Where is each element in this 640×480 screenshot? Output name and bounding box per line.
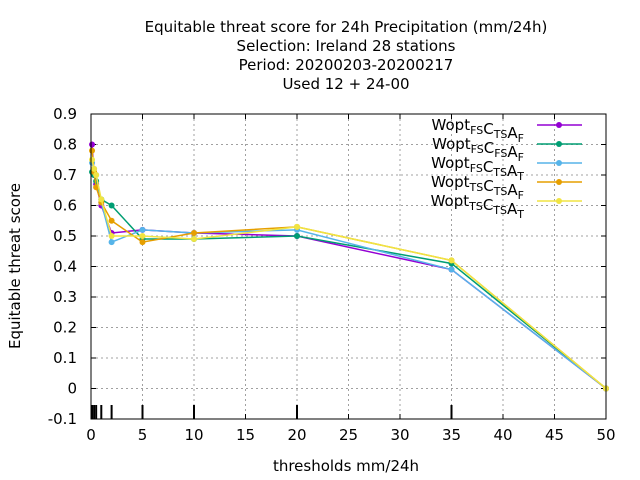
legend-label: WoptFSCTSAF [432,116,524,145]
x-axis-label: thresholds mm/24h [273,457,419,475]
legend-label: WoptFSCTSAT [431,154,524,183]
legend-entry-5: WoptTSCTSAT [431,192,582,221]
data-point [91,165,98,172]
y-tick-label: 0.5 [53,227,77,245]
chart-title: Equitable threat score for 24h Precipita… [145,18,548,93]
data-point [139,239,146,246]
x-tick-label: 5 [138,426,148,444]
data-point [191,229,197,236]
legend-label: WoptFSCFSAF [432,135,524,164]
y-tick-label: 0.8 [53,136,77,154]
x-tick-label: 25 [339,426,358,444]
y-tick-label: 0.6 [53,197,77,215]
data-point [89,147,96,154]
data-point [89,156,96,163]
series-5 [89,156,609,392]
data-point [108,217,115,224]
legend-swatch-point [556,179,562,185]
axis-ticks: 0 5 10 15 20 25 30 35 40 45 50 -0.1 0 0.1 0.2 0.3 0.4 0.5… [48,105,616,444]
x-tick-label: 15 [236,426,255,444]
x-tick-label: 40 [493,426,512,444]
title-line-3: Period: 20200203-20200217 [239,56,454,74]
series-line [91,162,607,390]
series-4 [89,147,609,392]
x-tick-label: 20 [287,426,306,444]
data-point [139,226,146,233]
y-tick-label: 0 [67,380,77,398]
y-tick-label: -0.1 [48,410,77,428]
y-axis-label: Equitable threat score [6,183,24,349]
title-line-4: Used 12 + 24-00 [282,75,409,93]
legend-swatch-point [556,160,562,166]
legend-entry-3: WoptFSCTSAT [431,154,582,183]
x-tick-label: 50 [596,426,615,444]
series-line [91,150,607,390]
y-tick-label: 0.7 [53,166,77,184]
legend-label: WoptTSCTSAT [431,192,525,221]
data-point [448,257,455,264]
series-3 [89,159,609,392]
x-tick-label: 35 [442,426,461,444]
y-tick-label: 0.9 [53,105,77,123]
y-tick-label: 0.3 [53,288,77,306]
series-line [91,171,607,390]
grid [91,114,606,419]
data-point [294,223,300,230]
x-tick-label: 10 [184,426,203,444]
x-tick-label: 45 [545,426,564,444]
legend-entry-2: WoptFSCFSAF [432,135,582,164]
data-point [108,233,115,239]
y-tick-label: 0.1 [53,349,77,367]
data-point [294,233,300,239]
legend-swatch-point [556,141,562,147]
data-point [139,233,146,239]
legend-swatch-point [556,198,562,204]
legend-entry-1: WoptFSCTSAF [432,116,582,145]
legend-swatch-point [556,122,562,128]
data-point [108,202,115,209]
legend: WoptFSCTSAFWoptFSCFSAFWoptFSCTSATWoptTSC… [431,116,582,221]
title-line-1: Equitable threat score for 24h Precipita… [145,18,548,36]
data-point [448,266,455,273]
x-tick-label: 30 [390,426,409,444]
data-point [191,236,197,243]
series-line [91,144,607,390]
data-point [108,239,115,246]
y-tick-label: 0.4 [53,258,77,276]
legend-entry-4: WoptTSCTSAF [431,173,582,202]
x-tick-label: 0 [86,426,96,444]
title-line-2: Selection: Ireland 28 stations [237,37,456,55]
plot-frame [90,113,607,420]
y-tick-label: 0.2 [53,319,77,337]
threshold-marks [91,405,453,419]
series-line [91,159,607,390]
legend-label: WoptTSCTSAF [431,173,524,202]
series-lines [89,141,609,392]
data-point [93,172,100,178]
data-point [89,141,96,148]
data-point [98,196,105,203]
